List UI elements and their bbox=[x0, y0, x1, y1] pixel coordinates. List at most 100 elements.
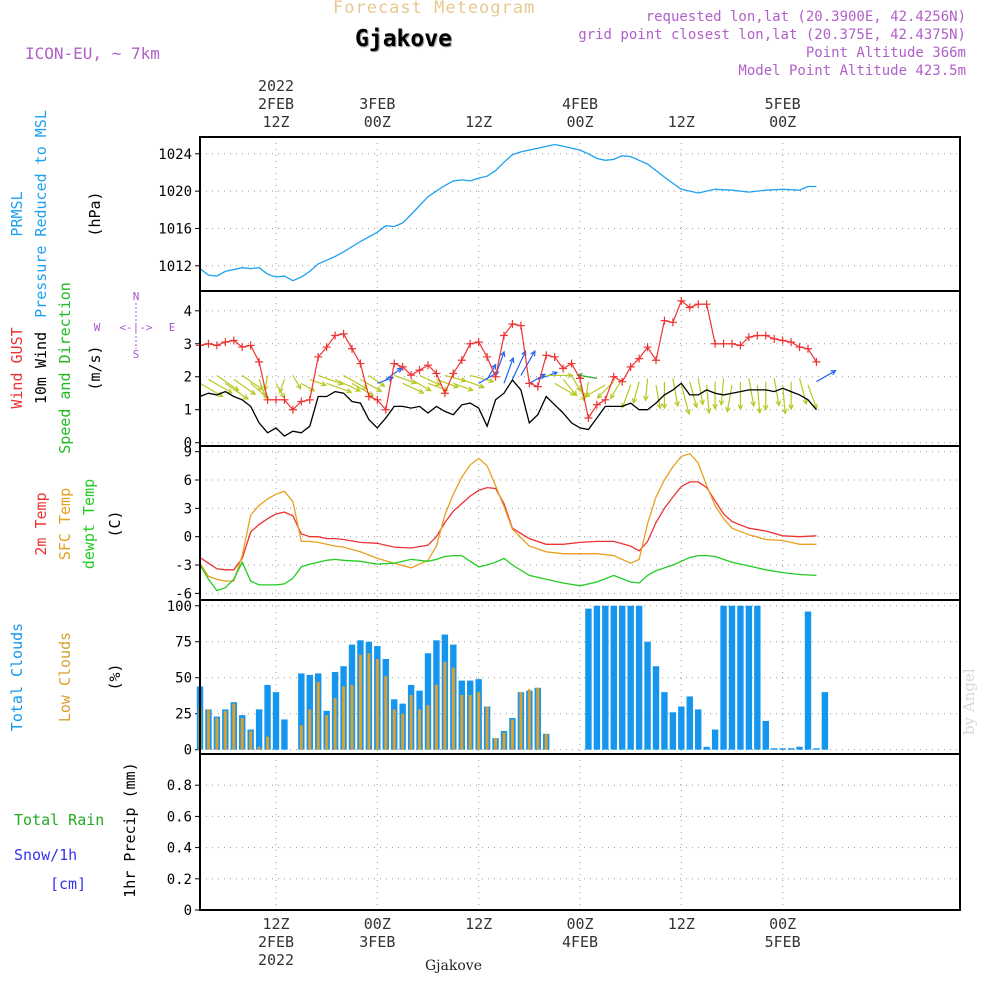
wind-gust-marker bbox=[407, 371, 416, 380]
low-cloud-bar bbox=[215, 718, 219, 750]
wind-gust-marker bbox=[263, 395, 272, 404]
wind-arrow bbox=[241, 374, 264, 391]
wind-arrow-head bbox=[781, 408, 788, 415]
total-cloud-bar bbox=[787, 748, 795, 750]
time-label-top: 12Z bbox=[668, 113, 695, 131]
wind-arrow bbox=[216, 374, 239, 392]
low-cloud-bar bbox=[299, 725, 303, 750]
point-altitude: Point Altitude 366m bbox=[805, 45, 966, 61]
temp-label-dewpt: dewpt Temp bbox=[80, 479, 98, 569]
wind-arrow bbox=[318, 374, 343, 385]
y-tick-label: 1 bbox=[184, 403, 192, 419]
wind-arrow-head bbox=[491, 363, 497, 370]
total-cloud-bar bbox=[737, 605, 744, 750]
wind-arrow bbox=[571, 375, 582, 392]
wind-arrow-head bbox=[712, 403, 718, 411]
time-label-top: 3FEB bbox=[359, 95, 395, 113]
wind-arrow bbox=[748, 378, 755, 407]
wind-gust-marker bbox=[550, 352, 559, 361]
compass-east: E bbox=[169, 321, 176, 334]
temp-dewpt-line bbox=[199, 554, 817, 592]
y-tick-label: 1024 bbox=[158, 147, 192, 163]
wind-arrow bbox=[470, 374, 494, 383]
wind-gust-marker bbox=[711, 339, 720, 348]
wind-arrow bbox=[697, 378, 704, 405]
y-tick-label: 0 bbox=[184, 903, 192, 919]
precip-axis-label: 1hr Precip (mm) bbox=[121, 762, 139, 897]
pressure-line bbox=[199, 143, 817, 282]
wind-arrow bbox=[461, 378, 485, 388]
wind-arrow-head bbox=[296, 383, 302, 390]
wind-arrow-head bbox=[250, 389, 257, 396]
wind-arrow-head bbox=[718, 399, 725, 407]
wind-gust-marker bbox=[272, 395, 280, 404]
wind-gust-marker bbox=[728, 339, 736, 348]
wind-gust-marker bbox=[466, 339, 475, 348]
compass-north: N bbox=[133, 290, 140, 303]
low-cloud-bar bbox=[426, 705, 430, 750]
wind-arrow-head bbox=[596, 393, 603, 399]
wind-arrow-head bbox=[762, 404, 769, 412]
wind-arrow bbox=[720, 378, 725, 405]
wind-arrow-head bbox=[699, 399, 705, 406]
low-cloud-bar bbox=[325, 715, 329, 750]
low-cloud-bar bbox=[240, 718, 244, 750]
wind-gust-marker bbox=[491, 372, 500, 381]
temp-sfc-line bbox=[199, 452, 817, 582]
grid-point-coords: grid point closest lon,lat (20.375E, 42.… bbox=[578, 27, 966, 43]
wind-arrow-head bbox=[530, 350, 536, 357]
wind-arrow-head bbox=[661, 403, 668, 410]
wind-gust-marker bbox=[584, 413, 593, 422]
wind-arrow bbox=[503, 357, 514, 384]
wind-arrow bbox=[520, 350, 536, 376]
wind-gust-marker bbox=[415, 366, 424, 375]
precip-label-unit: [cm] bbox=[50, 875, 86, 893]
wind-gust-marker bbox=[238, 343, 247, 352]
total-cloud-bar bbox=[635, 605, 643, 750]
low-cloud-bar bbox=[232, 703, 236, 750]
low-cloud-bar bbox=[434, 684, 438, 750]
y-tick-label: 75 bbox=[175, 635, 192, 651]
wind-arrow-head bbox=[354, 386, 362, 392]
time-label-top: 12Z bbox=[262, 113, 289, 131]
wind-arrow-head bbox=[425, 386, 432, 392]
total-cloud-bar bbox=[779, 748, 786, 750]
total-cloud-bar bbox=[585, 608, 592, 750]
total-cloud-bar bbox=[796, 746, 803, 750]
cloud-label-low: Low Clouds bbox=[56, 632, 74, 722]
low-cloud-bar bbox=[544, 733, 548, 750]
wind-gust-marker bbox=[635, 354, 644, 363]
wind-arrow-head bbox=[435, 380, 442, 386]
y-tick-label: 1012 bbox=[158, 259, 192, 275]
wind-gust-marker bbox=[795, 343, 804, 352]
low-cloud-bar bbox=[206, 709, 210, 750]
total-cloud-bar bbox=[644, 641, 651, 750]
low-cloud-bar bbox=[477, 692, 481, 750]
low-cloud-bar bbox=[494, 738, 498, 750]
wind-arrow-head bbox=[379, 381, 386, 388]
time-label-top: 2022 bbox=[258, 77, 294, 95]
wind-arrow bbox=[645, 378, 649, 401]
low-cloud-bar bbox=[409, 694, 413, 750]
wind-gust-marker bbox=[280, 395, 289, 404]
wind-arrow bbox=[360, 378, 382, 392]
wind-arrow bbox=[773, 378, 780, 406]
total-cloud-bar bbox=[813, 748, 820, 750]
total-cloud-bar bbox=[678, 706, 685, 750]
wind-gust-marker bbox=[702, 300, 711, 309]
y-tick-label: 0.6 bbox=[167, 809, 192, 825]
low-cloud-bar bbox=[350, 684, 354, 750]
requested-coords: requested lon,lat (20.3900E, 42.4256N) bbox=[645, 9, 966, 25]
wind-gust-marker bbox=[643, 343, 652, 352]
low-cloud-bar bbox=[308, 709, 312, 750]
total-cloud-bar bbox=[703, 746, 710, 750]
wind-arrow-head bbox=[830, 370, 837, 376]
footer-location: Gjakove bbox=[425, 958, 482, 974]
wind-gust-marker bbox=[542, 351, 551, 360]
wind-arrow-head bbox=[584, 391, 591, 398]
low-cloud-bar bbox=[418, 709, 422, 750]
wind-arrow-head bbox=[674, 401, 680, 408]
y-tick-label: 100 bbox=[167, 599, 192, 615]
total-cloud-bar bbox=[754, 605, 761, 750]
time-label-top: 00Z bbox=[566, 113, 593, 131]
